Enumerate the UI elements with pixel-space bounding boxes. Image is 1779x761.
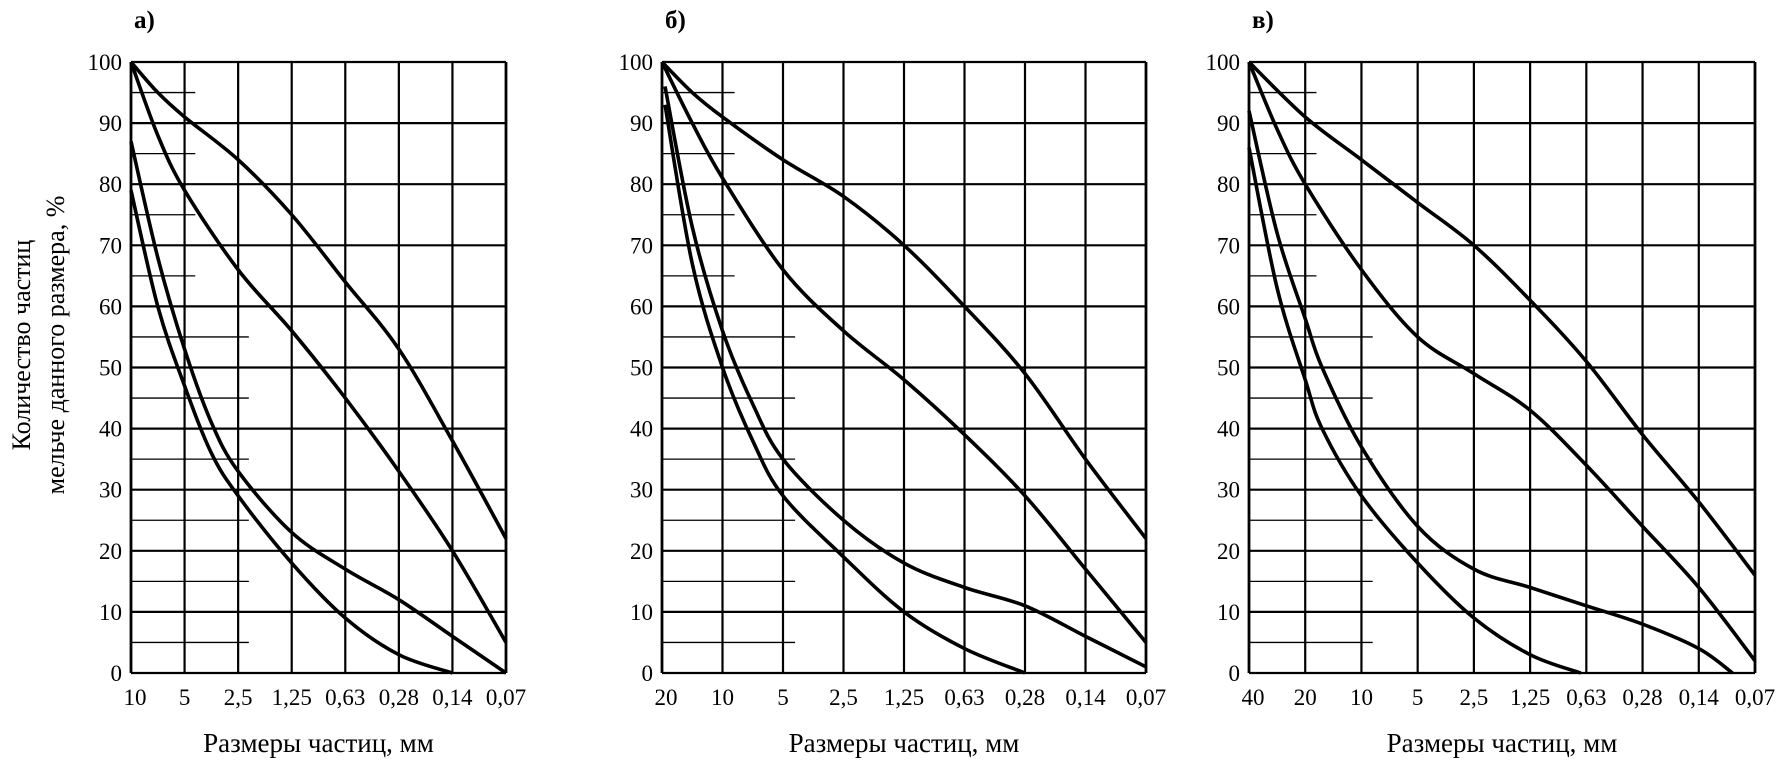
x-tick-label: 0,14 xyxy=(432,685,473,710)
y-tick-label: 40 xyxy=(1217,417,1240,442)
x-tick-label: 1,25 xyxy=(884,685,924,710)
series-line-curve-3 xyxy=(663,86,1147,669)
y-tick-label: 70 xyxy=(630,233,653,258)
y-tick-label: 0 xyxy=(1229,661,1241,686)
y-tick-label: 100 xyxy=(1206,50,1241,75)
y-tick-label: 10 xyxy=(1217,600,1240,625)
y-tick-label: 0 xyxy=(111,661,123,686)
x-tick-label: 2,5 xyxy=(829,685,858,710)
y-tick-label: 80 xyxy=(99,172,122,197)
series-line-curve-2 xyxy=(1247,61,1757,662)
x-tick-label: 10 xyxy=(124,685,147,710)
series-line-curve-1 xyxy=(660,60,1148,540)
chart-panel-2: 0 10 20 30 40 50 60 70 80 90 100 20 10 5 2,5 1,25 0,63 0,… xyxy=(619,7,1167,758)
x-tick-label: 0,28 xyxy=(1622,685,1662,710)
x-tick-label: 0,07 xyxy=(486,685,526,710)
series-line-curve-3 xyxy=(129,141,508,675)
series-line-curve-4 xyxy=(663,104,1026,675)
x-tick-label: 0,07 xyxy=(1735,685,1775,710)
y-tick-label: 20 xyxy=(1217,539,1240,564)
panel-label: б) xyxy=(665,7,686,34)
y-axis-title-line-1: Количество частиц xyxy=(7,240,36,451)
x-tick-label: 0,14 xyxy=(1679,685,1720,710)
x-tick-label: 5 xyxy=(179,685,191,710)
series-line-curve-4 xyxy=(1247,147,1582,675)
y-tick-label: 30 xyxy=(630,478,653,503)
y-axis-title-2: мельче данного размера, % xyxy=(41,196,70,495)
x-tick-label: 0,14 xyxy=(1065,685,1106,710)
y-axis-title-line-2: мельче данного размера, % xyxy=(41,196,70,495)
x-tick-label: 5 xyxy=(777,685,789,710)
x-tick-label: 2,5 xyxy=(1460,685,1489,710)
chart-panel-3: 0 10 20 30 40 50 60 70 80 90 100 40 20 10 5 2,5 1,25 0,63… xyxy=(1206,7,1776,758)
y-axis-title: Количество частиц xyxy=(7,240,36,451)
x-tick-label: 2,5 xyxy=(224,685,253,710)
x-tick-label: 1,25 xyxy=(1510,685,1550,710)
series-line-curve-4 xyxy=(129,189,454,675)
x-tick-label: 5 xyxy=(1412,685,1424,710)
y-tick-label: 90 xyxy=(99,111,122,136)
y-tick-label: 80 xyxy=(1217,172,1240,197)
y-tick-label: 40 xyxy=(99,417,122,442)
x-tick-label: 20 xyxy=(1294,685,1317,710)
y-tick-label: 60 xyxy=(630,294,653,319)
series-line-curve-1 xyxy=(129,60,508,540)
y-tick-label: 80 xyxy=(630,172,653,197)
x-tick-label: 0,28 xyxy=(379,685,419,710)
y-tick-label: 0 xyxy=(642,661,654,686)
y-tick-label: 30 xyxy=(1217,478,1240,503)
x-tick-label: 40 xyxy=(1242,685,1265,710)
x-tick-label: 10 xyxy=(711,685,734,710)
x-tick-label: 0,28 xyxy=(1005,685,1045,710)
y-tick-label: 50 xyxy=(99,356,122,381)
y-tick-label: 50 xyxy=(630,356,653,381)
x-tick-label: 0,63 xyxy=(1566,685,1606,710)
y-tick-label: 20 xyxy=(99,539,122,564)
x-tick-label: 20 xyxy=(655,685,678,710)
series-line-curve-1 xyxy=(1247,60,1757,577)
x-tick-label: 0,63 xyxy=(944,685,984,710)
x-axis-label: Размеры частиц, мм xyxy=(789,728,1020,758)
panel-label: а) xyxy=(134,7,155,34)
series-line-curve-3 xyxy=(1247,110,1734,675)
x-tick-label: 10 xyxy=(1350,685,1373,710)
y-tick-label: 50 xyxy=(1217,356,1240,381)
x-tick-label: 1,25 xyxy=(272,685,312,710)
y-tick-label: 100 xyxy=(88,50,123,75)
series-line-curve-2 xyxy=(129,61,508,644)
x-tick-label: 0,07 xyxy=(1126,685,1166,710)
y-tick-label: 70 xyxy=(1217,233,1240,258)
y-tick-label: 20 xyxy=(630,539,653,564)
y-tick-label: 10 xyxy=(99,600,122,625)
y-tick-label: 90 xyxy=(630,111,653,136)
y-tick-label: 90 xyxy=(1217,111,1240,136)
y-tick-label: 60 xyxy=(99,294,122,319)
x-tick-label: 0,63 xyxy=(325,685,365,710)
y-tick-label: 10 xyxy=(630,600,653,625)
y-tick-label: 70 xyxy=(99,233,122,258)
y-tick-label: 60 xyxy=(1217,294,1240,319)
series-line-curve-2 xyxy=(660,61,1148,644)
y-tick-label: 100 xyxy=(619,50,654,75)
x-axis-label: Размеры частиц, мм xyxy=(1387,728,1618,758)
y-tick-label: 30 xyxy=(99,478,122,503)
x-axis-label: Размеры частиц, мм xyxy=(203,728,434,758)
panel-label: в) xyxy=(1252,7,1274,34)
y-tick-label: 40 xyxy=(630,417,653,442)
